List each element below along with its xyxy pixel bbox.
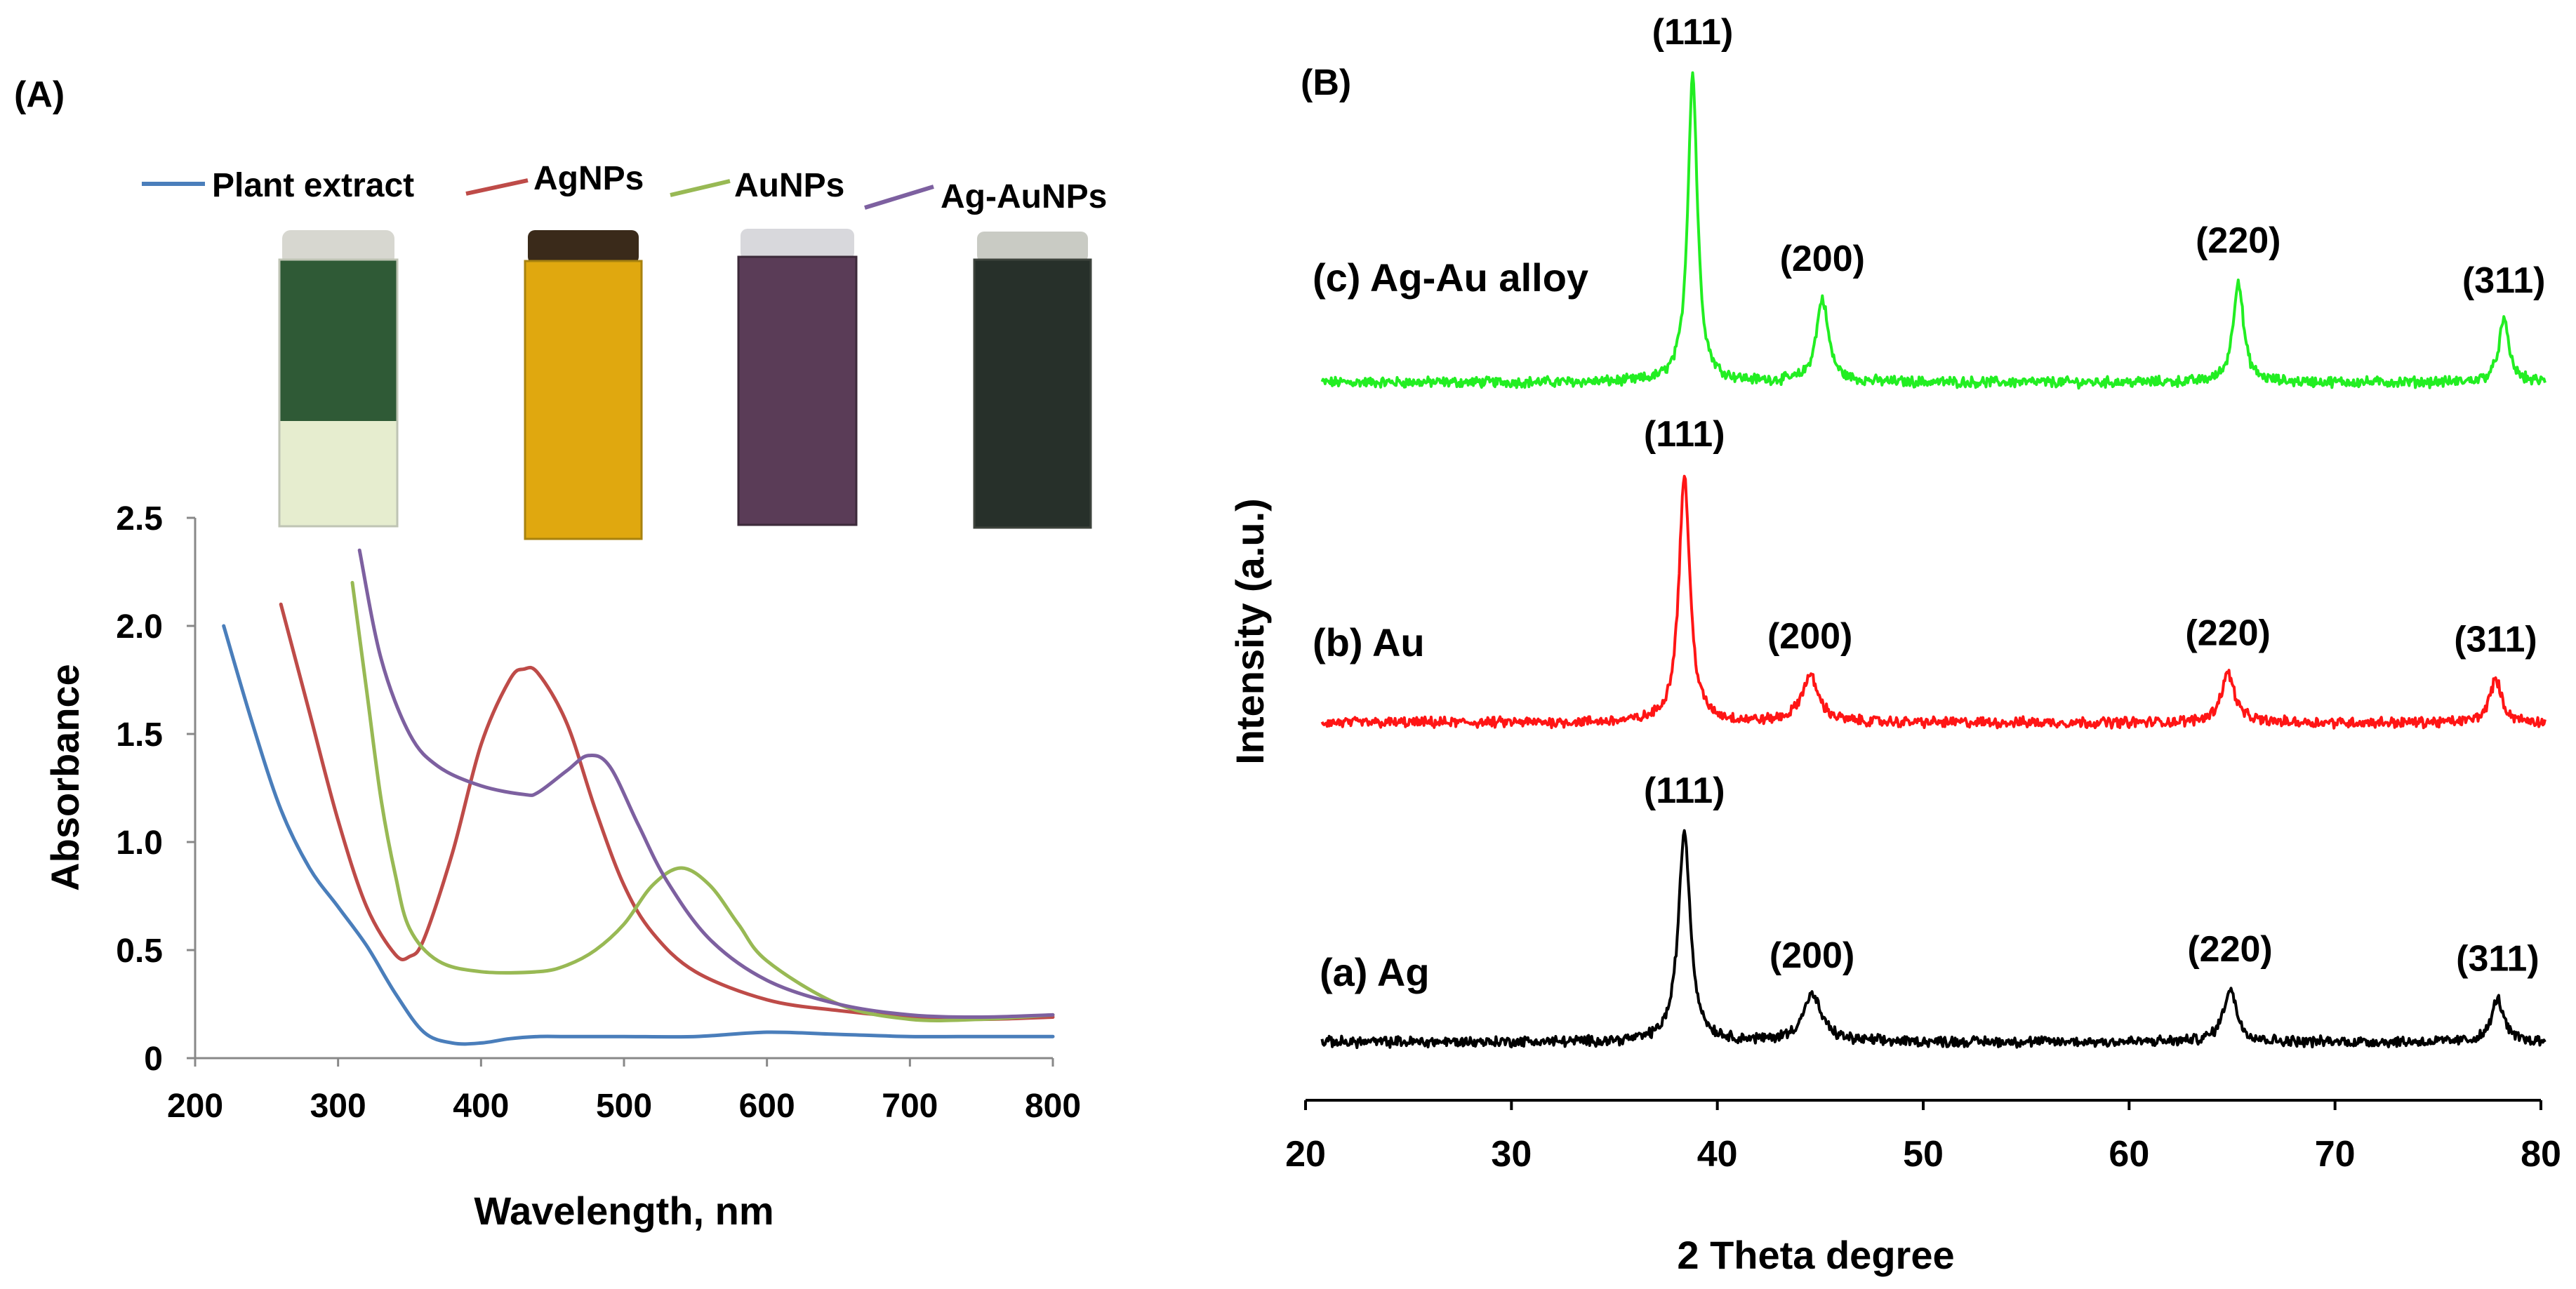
xrd-x-tick-label-3: 50 [1903,1134,1944,1175]
uv-x-tick-label-2: 400 [453,1088,509,1125]
xrd-peak-label-c-ag-au-alloy-0: (111) [1652,12,1734,53]
legend-label-plant-extract: Plant extract [212,167,414,204]
vial-plant-body-bottom [279,421,397,526]
xrd-pattern-c-ag-au-alloy [1320,71,2547,390]
uv-y-tick-label-2: 1.0 [116,824,163,862]
xrd-peak-labels: (111) (200) (220) (311) (111) (200) (220) (311)… [1644,12,2546,979]
vial-au-body [738,257,856,525]
uv-x-tick-label-5: 700 [882,1088,938,1125]
uv-x-tick-label-0: 200 [167,1088,223,1125]
xrd-patterns [1320,71,2547,1050]
legend-label-ag-aunps: Ag-AuNPs [941,178,1107,215]
xrd-peak-label-a-ag-3: (311) [2456,938,2540,979]
xrd-peak-label-b-au-0: (111) [1644,414,1725,455]
xrd-pattern-a-ag [1320,829,2547,1050]
uv-x-ticks: 200 300 400 500 600 700 800 [167,1058,1081,1125]
xrd-peak-label-b-au-3: (311) [2454,619,2537,660]
xrd-peak-label-c-ag-au-alloy-3: (311) [2462,260,2546,301]
vial-aunps [737,229,858,526]
uv-y-tick-label-5: 2.5 [116,500,163,537]
uv-vis-panel: (A) Plant extract AgNPs AuNPs Ag-AuNPs [14,74,1107,1233]
xrd-x-tick-label-6: 80 [2521,1134,2561,1175]
vial-ag-body [525,261,642,539]
vial-ag-aunps [973,232,1092,529]
xrd-panel: (B) 20 30 40 50 60 70 80 (111)(200) (220)(311)(… [1228,12,2561,1277]
uv-series [222,548,1055,1046]
xrd-series-label-ag: (a) Ag [1320,950,1430,994]
uv-x-tick-label-4: 600 [739,1088,795,1125]
xrd-x-axis-title: 2 Theta degree [1677,1233,1954,1277]
legend-label-agnps: AgNPs [533,160,644,197]
xrd-x-tick-label-0: 20 [1285,1134,1326,1175]
uv-x-axis-title: Wavelength, nm [474,1189,774,1233]
uv-x-tick-label-1: 300 [310,1088,366,1125]
xrd-x-tick-label-1: 30 [1491,1134,1532,1175]
uv-x-tick-label-6: 800 [1025,1088,1081,1125]
uv-series-line-ag-aunps [357,548,1055,1019]
uv-series-line-plant-extract [222,624,1055,1046]
uv-y-tick-label-0: 0 [144,1041,163,1078]
vial-agau-body [974,260,1091,528]
xrd-peak-label-a-ag-1: (200) [1770,935,1854,976]
xrd-peak-label-b-au-2: (220) [2185,613,2270,654]
uv-vis-legend: Plant extract AgNPs AuNPs Ag-AuNPs [142,160,1107,215]
uv-series-line-agnps [279,602,1055,1022]
vial-plant-extract [278,230,399,528]
xrd-x-tick-label-5: 70 [2315,1134,2356,1175]
panel-a-label: (A) [14,74,65,115]
uv-y-tick-label-3: 1.5 [116,716,163,754]
panel-b-label: (B) [1301,62,1351,103]
xrd-x-tick-label-2: 40 [1697,1134,1738,1175]
uv-y-tick-label-4: 2.0 [116,608,163,646]
xrd-y-axis-title: Intensity (a.u.) [1228,498,1272,765]
xrd-series-label-alloy: (c) Ag-Au alloy [1313,255,1588,300]
uv-y-tick-label-1: 0.5 [116,933,163,970]
xrd-series-label-au: (b) Au [1313,620,1425,664]
xrd-x-tick-label-4: 60 [2109,1134,2149,1175]
xrd-peak-label-c-ag-au-alloy-2: (220) [2196,220,2280,261]
legend-swatch-ag-aunps [864,185,934,210]
legend-swatch-agnps [465,178,529,196]
xrd-peak-label-a-ag-2: (220) [2187,929,2272,970]
xrd-peak-label-c-ag-au-alloy-1: (200) [1780,239,1865,279]
vial-agnps [524,230,643,540]
legend-swatch-aunps [670,179,731,197]
legend-label-aunps: AuNPs [734,167,844,204]
uv-y-ticks: 0 0.5 1.0 1.5 2.0 2.5 [116,500,195,1078]
xrd-peak-label-a-ag-0: (111) [1644,770,1725,811]
vial-plant-body-top [279,260,397,435]
xrd-pattern-b-au [1320,474,2547,730]
xrd-x-ticks: 20 30 40 50 60 70 80 [1285,1100,2561,1175]
xrd-peak-label-b-au-1: (200) [1767,616,1852,657]
uv-y-axis-title: Absorbance [43,664,87,891]
uv-x-tick-label-3: 500 [596,1088,652,1125]
